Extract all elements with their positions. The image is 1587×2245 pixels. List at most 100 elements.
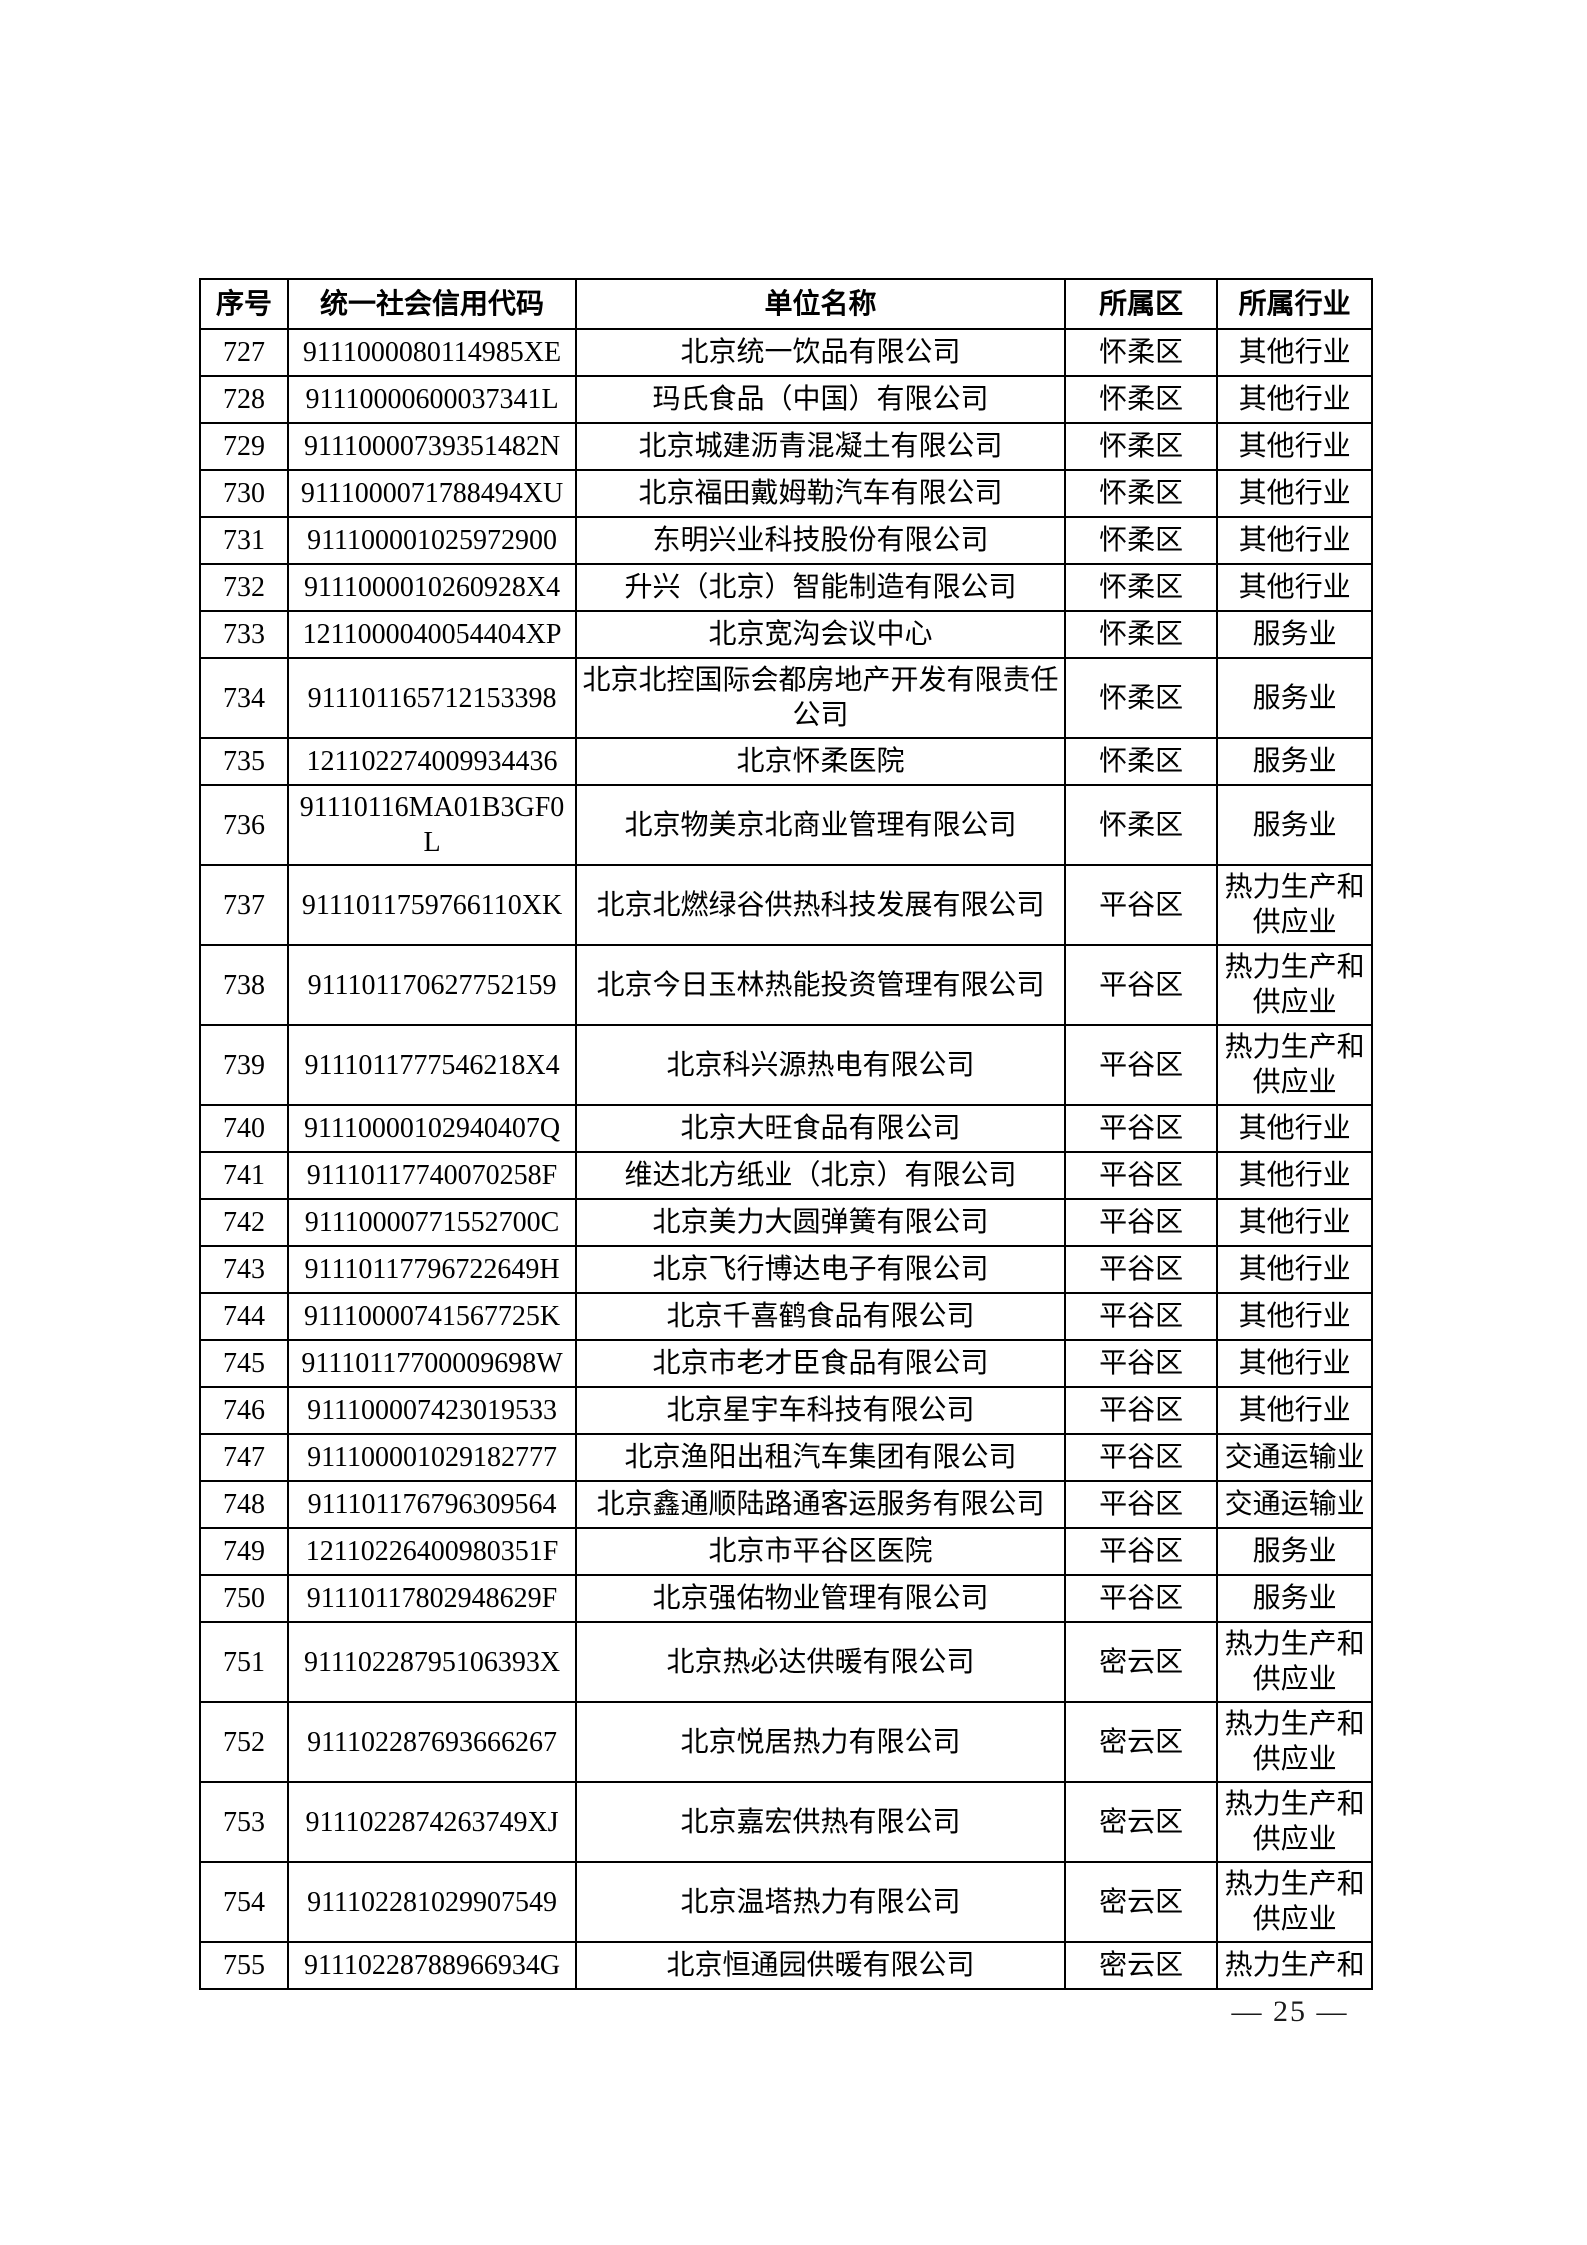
table-row: 730 9111000071788494XU 北京福田戴姆勒汽车有限公司 怀柔区 其他行… bbox=[199, 469, 1373, 518]
cell-code: 911102287693666267 bbox=[286, 1701, 578, 1783]
cell-name: 北京嘉宏供热有限公司 bbox=[575, 1781, 1066, 1863]
table-body: 727 9111000080114985XE 北京统一饮品有限公司 怀柔区 其他行业 72… bbox=[199, 328, 1373, 1990]
cell-no: 751 bbox=[199, 1621, 289, 1703]
cell-no: 727 bbox=[199, 328, 289, 377]
cell-no: 742 bbox=[199, 1198, 289, 1247]
cell-industry: 服务业 bbox=[1216, 784, 1373, 866]
table-row: 735 121102274009934436 北京怀柔医院 怀柔区 服务业 bbox=[199, 737, 1373, 786]
cell-district: 怀柔区 bbox=[1063, 563, 1219, 612]
cell-district: 怀柔区 bbox=[1063, 784, 1219, 866]
table-row: 733 1211000040054404XP 北京宽沟会议中心 怀柔区 服务业 bbox=[199, 610, 1373, 659]
cell-district: 怀柔区 bbox=[1063, 516, 1219, 565]
cell-code: 9111011759766110XK bbox=[286, 864, 578, 946]
cell-district: 怀柔区 bbox=[1063, 328, 1219, 377]
cell-code: 91110000600037341L bbox=[286, 375, 578, 424]
cell-no: 747 bbox=[199, 1433, 289, 1482]
cell-no: 753 bbox=[199, 1781, 289, 1863]
cell-name: 东明兴业科技股份有限公司 bbox=[575, 516, 1066, 565]
cell-no: 728 bbox=[199, 375, 289, 424]
cell-district: 平谷区 bbox=[1063, 1024, 1219, 1106]
cell-district: 怀柔区 bbox=[1063, 610, 1219, 659]
cell-district: 密云区 bbox=[1063, 1701, 1219, 1783]
cell-no: 743 bbox=[199, 1245, 289, 1294]
cell-industry: 服务业 bbox=[1216, 1527, 1373, 1576]
cell-district: 平谷区 bbox=[1063, 864, 1219, 946]
cell-name: 维达北方纸业（北京）有限公司 bbox=[575, 1151, 1066, 1200]
cell-no: 755 bbox=[199, 1941, 289, 1990]
col-header-name: 单位名称 bbox=[575, 278, 1066, 330]
cell-industry: 热力生产和供应业 bbox=[1216, 1781, 1373, 1863]
cell-district: 平谷区 bbox=[1063, 1480, 1219, 1529]
cell-industry: 热力生产和供应业 bbox=[1216, 1861, 1373, 1943]
cell-district: 平谷区 bbox=[1063, 1339, 1219, 1388]
cell-code: 91110000102940407Q bbox=[286, 1104, 578, 1153]
cell-name: 北京城建沥青混凝土有限公司 bbox=[575, 422, 1066, 471]
table-row: 745 91110117700009698W 北京市老才臣食品有限公司 平谷区 其他行业 bbox=[199, 1339, 1373, 1388]
cell-name: 北京星宇车科技有限公司 bbox=[575, 1386, 1066, 1435]
col-header-no: 序号 bbox=[199, 278, 289, 330]
table-row: 731 911100001025972900 东明兴业科技股份有限公司 怀柔区 其他行业 bbox=[199, 516, 1373, 565]
cell-industry: 其他行业 bbox=[1216, 1198, 1373, 1247]
cell-industry: 其他行业 bbox=[1216, 1292, 1373, 1341]
cell-code: 91110000741567725K bbox=[286, 1292, 578, 1341]
table-row: 729 91110000739351482N 北京城建沥青混凝土有限公司 怀柔区 其他行… bbox=[199, 422, 1373, 471]
cell-code: 91110000771552700C bbox=[286, 1198, 578, 1247]
cell-industry: 热力生产和 bbox=[1216, 1941, 1373, 1990]
cell-name: 北京热必达供暖有限公司 bbox=[575, 1621, 1066, 1703]
cell-name: 玛氏食品（中国）有限公司 bbox=[575, 375, 1066, 424]
col-header-industry: 所属行业 bbox=[1216, 278, 1373, 330]
table-row: 727 9111000080114985XE 北京统一饮品有限公司 怀柔区 其他行业 bbox=[199, 328, 1373, 377]
cell-no: 738 bbox=[199, 944, 289, 1026]
col-header-code: 统一社会信用代码 bbox=[286, 278, 578, 330]
cell-no: 745 bbox=[199, 1339, 289, 1388]
cell-name: 北京美力大圆弹簧有限公司 bbox=[575, 1198, 1066, 1247]
cell-no: 733 bbox=[199, 610, 289, 659]
cell-code: 9111022874263749XJ bbox=[286, 1781, 578, 1863]
cell-code: 91110000739351482N bbox=[286, 422, 578, 471]
cell-code: 9111000010260928X4 bbox=[286, 563, 578, 612]
table-row: 750 91110117802948629F 北京强佑物业管理有限公司 平谷区 服务业 bbox=[199, 1574, 1373, 1623]
table-row: 741 91110117740070258F 维达北方纸业（北京）有限公司 平谷区 其他… bbox=[199, 1151, 1373, 1200]
cell-no: 741 bbox=[199, 1151, 289, 1200]
cell-district: 密云区 bbox=[1063, 1941, 1219, 1990]
table-row: 728 91110000600037341L 玛氏食品（中国）有限公司 怀柔区 其他行业 bbox=[199, 375, 1373, 424]
cell-name: 北京恒通园供暖有限公司 bbox=[575, 1941, 1066, 1990]
table-row: 734 911101165712153398 北京北控国际会都房地产开发有限责任公司… bbox=[199, 657, 1373, 739]
cell-district: 平谷区 bbox=[1063, 1433, 1219, 1482]
cell-name: 北京北控国际会都房地产开发有限责任公司 bbox=[575, 657, 1066, 739]
cell-industry: 其他行业 bbox=[1216, 563, 1373, 612]
cell-industry: 其他行业 bbox=[1216, 1245, 1373, 1294]
cell-code: 911100001025972900 bbox=[286, 516, 578, 565]
cell-code: 91110117740070258F bbox=[286, 1151, 578, 1200]
cell-name: 北京统一饮品有限公司 bbox=[575, 328, 1066, 377]
cell-code: 91110228788966934G bbox=[286, 1941, 578, 1990]
cell-code: 911101170627752159 bbox=[286, 944, 578, 1026]
cell-no: 748 bbox=[199, 1480, 289, 1529]
table-row: 746 911100007423019533 北京星宇车科技有限公司 平谷区 其他行业 bbox=[199, 1386, 1373, 1435]
cell-district: 平谷区 bbox=[1063, 944, 1219, 1026]
cell-code: 121102274009934436 bbox=[286, 737, 578, 786]
cell-name: 北京大旺食品有限公司 bbox=[575, 1104, 1066, 1153]
cell-code: 911101176796309564 bbox=[286, 1480, 578, 1529]
table-row: 740 91110000102940407Q 北京大旺食品有限公司 平谷区 其他行业 bbox=[199, 1104, 1373, 1153]
cell-code: 911100007423019533 bbox=[286, 1386, 578, 1435]
cell-district: 怀柔区 bbox=[1063, 422, 1219, 471]
cell-industry: 其他行业 bbox=[1216, 1104, 1373, 1153]
cell-industry: 服务业 bbox=[1216, 1574, 1373, 1623]
cell-name: 北京科兴源热电有限公司 bbox=[575, 1024, 1066, 1106]
cell-no: 736 bbox=[199, 784, 289, 866]
cell-industry: 交通运输业 bbox=[1216, 1480, 1373, 1529]
table-row: 755 91110228788966934G 北京恒通园供暖有限公司 密云区 热力生产和 bbox=[199, 1941, 1373, 1990]
cell-no: 744 bbox=[199, 1292, 289, 1341]
cell-no: 752 bbox=[199, 1701, 289, 1783]
cell-name: 升兴（北京）智能制造有限公司 bbox=[575, 563, 1066, 612]
cell-no: 734 bbox=[199, 657, 289, 739]
cell-code: 91110228795106393X bbox=[286, 1621, 578, 1703]
cell-name: 北京宽沟会议中心 bbox=[575, 610, 1066, 659]
table-row: 743 91110117796722649H 北京飞行博达电子有限公司 平谷区 其他行业 bbox=[199, 1245, 1373, 1294]
cell-name: 北京飞行博达电子有限公司 bbox=[575, 1245, 1066, 1294]
cell-industry: 服务业 bbox=[1216, 657, 1373, 739]
cell-name: 北京北燃绿谷供热科技发展有限公司 bbox=[575, 864, 1066, 946]
table-row: 739 9111011777546218X4 北京科兴源热电有限公司 平谷区 热力生产和… bbox=[199, 1024, 1373, 1106]
cell-name: 北京市平谷区医院 bbox=[575, 1527, 1066, 1576]
